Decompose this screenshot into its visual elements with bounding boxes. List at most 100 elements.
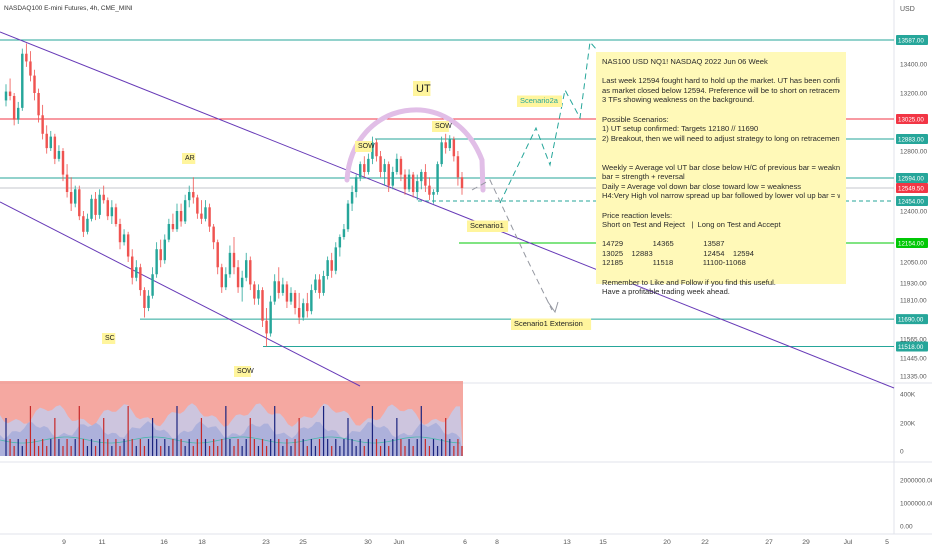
level-price-label: 11518.00 bbox=[898, 344, 924, 351]
volume-bar bbox=[294, 439, 296, 456]
candle-body bbox=[460, 177, 464, 188]
currency-label: USD bbox=[900, 6, 915, 13]
candle-body bbox=[228, 252, 232, 275]
level-price-label: 12154.00 bbox=[898, 241, 924, 248]
volume-pane bbox=[0, 381, 463, 456]
candle-body bbox=[37, 93, 40, 116]
candle-body bbox=[220, 267, 224, 288]
candle-body bbox=[363, 164, 366, 172]
candle-body bbox=[135, 267, 138, 278]
time-tick-label: 25 bbox=[299, 539, 307, 546]
candle-body bbox=[110, 207, 114, 217]
candle-body bbox=[212, 226, 215, 243]
candle-body bbox=[257, 290, 260, 299]
volume-bar bbox=[123, 439, 125, 456]
volume-bar bbox=[103, 418, 105, 456]
price-tick-label: 13400.00 bbox=[900, 62, 927, 69]
volume-bar bbox=[253, 439, 255, 456]
volume-bar bbox=[21, 446, 23, 456]
candle-body bbox=[285, 284, 289, 302]
candle-body bbox=[33, 75, 36, 93]
volume-bar bbox=[135, 446, 137, 456]
candle-body bbox=[432, 192, 435, 195]
axes: 13400.0013200.0012800.0012400.0012050.00… bbox=[62, 35, 932, 546]
candle-body bbox=[29, 61, 32, 76]
volume-bar bbox=[237, 439, 239, 456]
candle-body bbox=[16, 107, 20, 120]
volume-bar bbox=[74, 439, 76, 456]
volume-bar bbox=[310, 439, 312, 456]
sc-label: SC bbox=[105, 335, 115, 342]
time-tick-label: 9 bbox=[62, 539, 66, 546]
candle-body bbox=[424, 171, 427, 186]
candle-body bbox=[187, 192, 191, 201]
volume-bar bbox=[37, 446, 40, 456]
volume-bar bbox=[314, 446, 317, 456]
scenario2a-label-bg bbox=[517, 95, 562, 107]
candle-body bbox=[452, 139, 456, 157]
analysis-note[interactable]: NAS100 USD NQ1! NASDAQ 2022 Jun 06 Week L… bbox=[596, 52, 846, 296]
candle-body bbox=[289, 292, 293, 302]
note-line: 12185 11518 11100-11068 bbox=[602, 258, 746, 268]
scenario1-extension-label-bg bbox=[511, 318, 592, 330]
price-tick-label: 12800.00 bbox=[900, 149, 927, 156]
volume-bar bbox=[33, 439, 36, 456]
note-line bbox=[602, 67, 840, 77]
price-tick-label: 11565.00 bbox=[900, 337, 927, 344]
volume-bar bbox=[196, 439, 198, 456]
level-price-label: 13025.00 bbox=[898, 117, 924, 124]
volume-bar bbox=[82, 439, 84, 456]
level-price-label: 12883.00 bbox=[898, 137, 924, 144]
note-line bbox=[602, 153, 840, 163]
note-line: as market closed below 12594. Preference… bbox=[602, 85, 840, 95]
candle-body bbox=[440, 142, 443, 165]
candle-body bbox=[147, 295, 150, 308]
level-price-label: 12549.50 bbox=[898, 186, 924, 193]
volume-bar bbox=[424, 439, 426, 456]
note-line bbox=[602, 201, 840, 211]
price-axis-bg bbox=[894, 0, 932, 550]
candle-body bbox=[53, 136, 57, 159]
candle-body bbox=[82, 216, 85, 232]
volume-tick-label: 400K bbox=[900, 392, 916, 399]
volume-bar bbox=[131, 439, 133, 456]
lower-tick-label: 2000000.00 bbox=[900, 478, 932, 485]
volume-bar bbox=[225, 406, 227, 456]
candle-body bbox=[354, 177, 358, 193]
volume-bar bbox=[457, 439, 459, 456]
volume-bar bbox=[453, 446, 455, 456]
volume-bar bbox=[233, 446, 235, 456]
note-line: 13025 12883 12454 12594 bbox=[602, 248, 754, 258]
volume-bar bbox=[208, 446, 211, 456]
time-tick-label: Jun bbox=[394, 539, 405, 546]
candle-body bbox=[183, 200, 187, 222]
candle-body bbox=[122, 234, 126, 243]
time-tick-label: 16 bbox=[160, 539, 168, 546]
volume-bar bbox=[265, 446, 268, 456]
time-tick-label: 18 bbox=[198, 539, 206, 546]
candle-body bbox=[86, 218, 89, 232]
candle-body bbox=[8, 91, 12, 96]
candle-body bbox=[175, 211, 179, 230]
candle-body bbox=[171, 224, 175, 230]
volume-bar bbox=[379, 446, 382, 456]
level-price-tag bbox=[896, 35, 928, 45]
note-line: Weekly = Average vol UT bar close below … bbox=[602, 162, 840, 172]
volume-bar bbox=[359, 439, 361, 456]
volume-bar bbox=[111, 446, 113, 456]
volume-bar bbox=[90, 439, 93, 456]
level-price-label: 13587.00 bbox=[898, 38, 924, 45]
note-line: H4:Very High vol narrow spread up bar fo… bbox=[602, 191, 840, 201]
candle-body bbox=[391, 171, 395, 186]
volume-tick-label: 200K bbox=[900, 421, 916, 428]
volume-bar bbox=[298, 418, 300, 456]
candle-body bbox=[65, 174, 69, 193]
candle-body bbox=[318, 279, 321, 293]
volume-bar bbox=[70, 446, 72, 456]
volume-bar bbox=[172, 439, 174, 456]
volume-bar bbox=[367, 439, 369, 456]
note-line: Have a profitable trading week ahead. bbox=[602, 287, 730, 297]
note-line: 2) Breakout, then we will need to adjust… bbox=[602, 133, 840, 143]
